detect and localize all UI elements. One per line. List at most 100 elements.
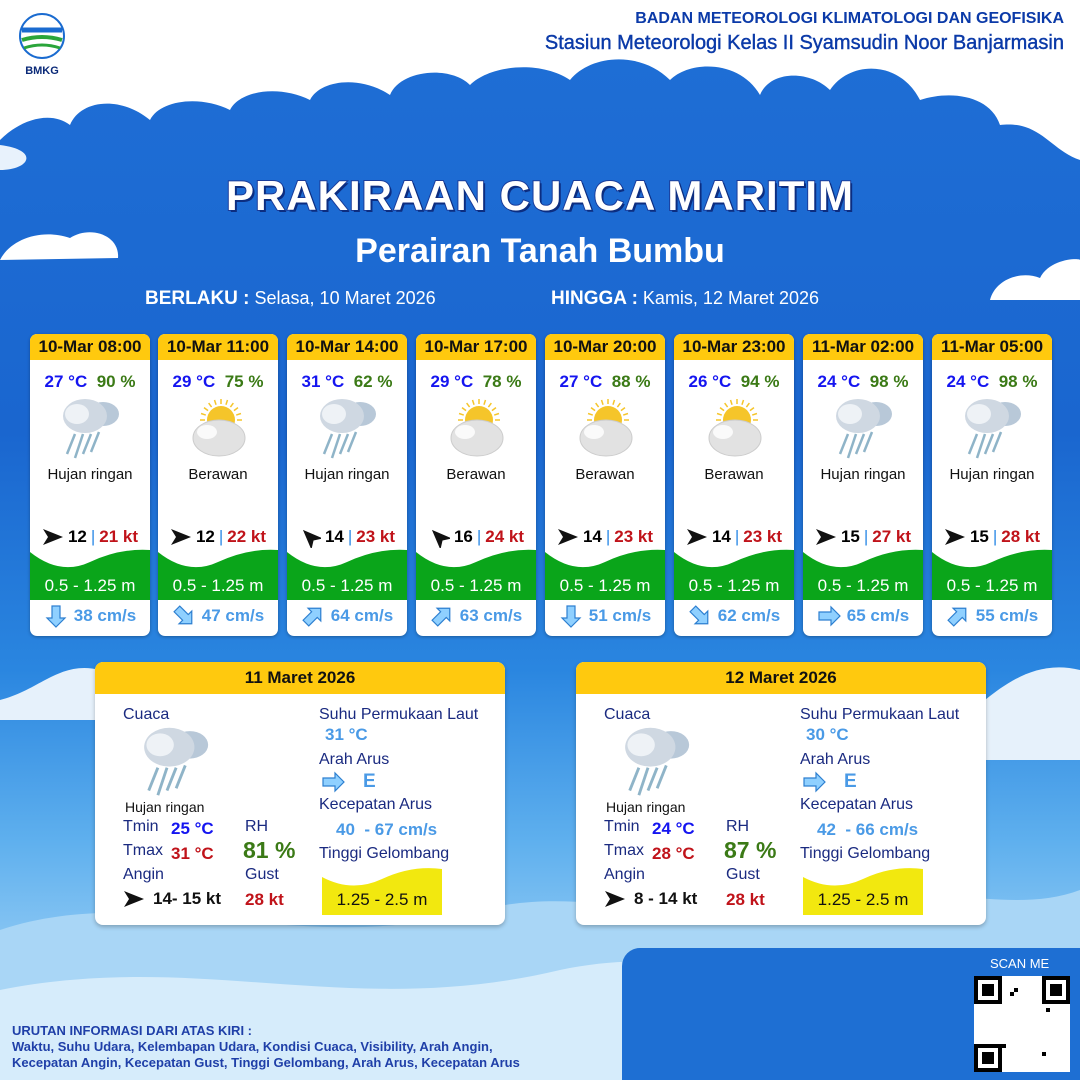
org-name: BADAN METEOROLOGI KLIMATOLOGI DAN GEOFIS… bbox=[635, 10, 1064, 27]
weather-condition: Berawan bbox=[446, 466, 506, 483]
daily-date: 12 Maret 2026 bbox=[576, 662, 986, 694]
qr-code[interactable] bbox=[974, 976, 1070, 1072]
daily-date: 11 Maret 2026 bbox=[95, 662, 505, 694]
current-direction-icon bbox=[803, 771, 826, 793]
weather-condition: Berawan bbox=[575, 466, 635, 483]
current-speed-label: Kecepatan Arus bbox=[319, 796, 432, 813]
wind-speed: 14 bbox=[711, 527, 731, 546]
gust-speed: 23 kt bbox=[743, 527, 783, 546]
wind-speed: 15 bbox=[840, 527, 860, 546]
daily-summary-panel: 12 Maret 2026 Cuaca Hujan ringan Tmin 24… bbox=[576, 662, 986, 925]
station-name: Stasiun Meteorologi Kelas II Syamsudin N… bbox=[544, 32, 1065, 54]
footer-line: Waktu, Suhu Udara, Kelembapan Udara, Kon… bbox=[12, 1039, 493, 1054]
forecast-time: 10-Mar 11:00 bbox=[158, 334, 278, 360]
weather-label: Cuaca bbox=[123, 706, 170, 723]
current-direction-icon bbox=[431, 607, 451, 627]
humidity: 78 % bbox=[482, 372, 522, 391]
sst-label: Suhu Permukaan Laut bbox=[319, 706, 479, 723]
tmin-label: Tmin bbox=[604, 818, 640, 835]
tmin-value: 25 °C bbox=[171, 819, 214, 838]
current-dir-value: E bbox=[363, 771, 376, 792]
partly-cloudy-icon bbox=[708, 399, 762, 457]
forecast-card: 11-Mar 05:00 24 °C 98 % Hujan ringan 15 |… bbox=[932, 334, 1052, 636]
air-temp: 29 °C bbox=[430, 372, 474, 391]
partly-cloudy-icon bbox=[579, 399, 633, 457]
forecast-card: 10-Mar 11:00 29 °C 75 % Berawan 12 | 22 kt… bbox=[158, 334, 278, 636]
bmkg-logo: BMKG bbox=[16, 12, 68, 77]
wave-height: 0.5 - 1.25 m bbox=[416, 548, 536, 600]
rain-cloud-icon bbox=[320, 399, 376, 459]
current-direction-icon bbox=[947, 607, 967, 627]
rh-label: RH bbox=[726, 818, 750, 835]
current-speed: 55 cm/s bbox=[975, 606, 1039, 625]
wind-direction-icon bbox=[124, 891, 144, 907]
current-direction-icon bbox=[45, 605, 67, 628]
wind-label: Angin bbox=[604, 866, 645, 883]
current-speed: 64 cm/s bbox=[330, 606, 394, 625]
gust-label: Gust bbox=[726, 866, 760, 883]
valid-from: BERLAKU : Selasa, 10 Maret 2026 bbox=[145, 288, 436, 310]
wave-height-value: 0.5 - 1.25 m bbox=[817, 576, 909, 595]
rh-value: 87 % bbox=[724, 837, 777, 863]
current-dir-value: E bbox=[844, 771, 857, 792]
forecast-time: 10-Mar 23:00 bbox=[674, 334, 794, 360]
weather-condition: Berawan bbox=[704, 466, 764, 483]
wind-speed: 14 bbox=[324, 527, 344, 546]
tmin-value: 24 °C bbox=[652, 819, 695, 838]
humidity: 98 % bbox=[869, 372, 909, 391]
wave-height-value: 0.5 - 1.25 m bbox=[301, 576, 393, 595]
wave-height-value: 0.5 - 1.25 m bbox=[559, 576, 651, 595]
wave-height: 0.5 - 1.25 m bbox=[932, 548, 1052, 600]
footer-line: Kecepatan Angin, Kecepatan Gust, Tinggi … bbox=[12, 1055, 520, 1070]
rain-cloud-icon bbox=[63, 399, 119, 459]
gust-speed: 21 kt bbox=[99, 527, 139, 546]
rh-value: 81 % bbox=[243, 837, 296, 863]
forecast-time: 11-Mar 05:00 bbox=[932, 334, 1052, 360]
wind-direction-icon bbox=[944, 529, 965, 545]
wind-direction-icon bbox=[815, 529, 836, 545]
tmax-value: 31 °C bbox=[171, 844, 214, 863]
gust-speed: 24 kt bbox=[485, 527, 525, 546]
valid-from-date: Selasa, 10 Maret 2026 bbox=[254, 288, 436, 308]
logo-text: BMKG bbox=[25, 65, 59, 77]
rain-cloud-icon bbox=[625, 727, 690, 796]
daily-weather: Hujan ringan bbox=[125, 799, 205, 815]
wave-label: Tinggi Gelombang bbox=[319, 845, 450, 862]
weather-condition: Hujan ringan bbox=[949, 466, 1035, 483]
forecast-time: 11-Mar 02:00 bbox=[803, 334, 923, 360]
forecast-card: 10-Mar 14:00 31 °C 62 % Hujan ringan 14 |… bbox=[287, 334, 407, 636]
gust-speed: 23 kt bbox=[614, 527, 654, 546]
wave-height: 1.25 - 2.5 m bbox=[322, 867, 442, 915]
rain-cloud-icon bbox=[836, 399, 892, 459]
current-direction-icon bbox=[560, 605, 582, 628]
wave-height-value: 0.5 - 1.25 m bbox=[430, 576, 522, 595]
wind-speed: 15 bbox=[969, 527, 989, 546]
wind-direction-icon bbox=[605, 891, 625, 907]
wave-height-value: 0.5 - 1.25 m bbox=[172, 576, 264, 595]
air-temp: 31 °C bbox=[301, 372, 345, 391]
current-direction-icon bbox=[818, 605, 841, 627]
wind-value: 8 - 14 kt bbox=[634, 889, 698, 908]
wave-height-value: 1.25 - 2.5 m bbox=[817, 890, 909, 909]
wind-speed: 14 bbox=[582, 527, 602, 546]
weather-condition: Hujan ringan bbox=[820, 466, 906, 483]
area-name: Perairan Tanah Bumbu bbox=[355, 232, 725, 270]
rh-label: RH bbox=[245, 818, 269, 835]
current-direction-icon bbox=[302, 607, 322, 627]
current-speed: 38 cm/s bbox=[73, 606, 137, 625]
weather-condition: Berawan bbox=[188, 466, 248, 483]
current-dir-label: Arah Arus bbox=[800, 751, 871, 768]
partly-cloudy-icon bbox=[450, 399, 504, 457]
daily-summary-panel: 11 Maret 2026 Cuaca Hujan ringan Tmin 25… bbox=[95, 662, 505, 925]
wave-height: 1.25 - 2.5 m bbox=[803, 867, 923, 915]
forecast-card: 11-Mar 02:00 24 °C 98 % Hujan ringan 15 |… bbox=[803, 334, 923, 636]
current-speed-value: 40 - 67 cm/s bbox=[336, 820, 438, 839]
air-temp: 24 °C bbox=[817, 372, 861, 391]
humidity: 88 % bbox=[611, 372, 651, 391]
weather-condition: Hujan ringan bbox=[304, 466, 390, 483]
forecast-card: 10-Mar 20:00 27 °C 88 % Berawan 14 | 23 kt… bbox=[545, 334, 665, 636]
wave-height: 0.5 - 1.25 m bbox=[158, 548, 278, 600]
wind-direction-icon bbox=[302, 529, 321, 548]
scan-label: SCAN ME bbox=[990, 956, 1050, 971]
wave-height-value: 0.5 - 1.25 m bbox=[44, 576, 136, 595]
